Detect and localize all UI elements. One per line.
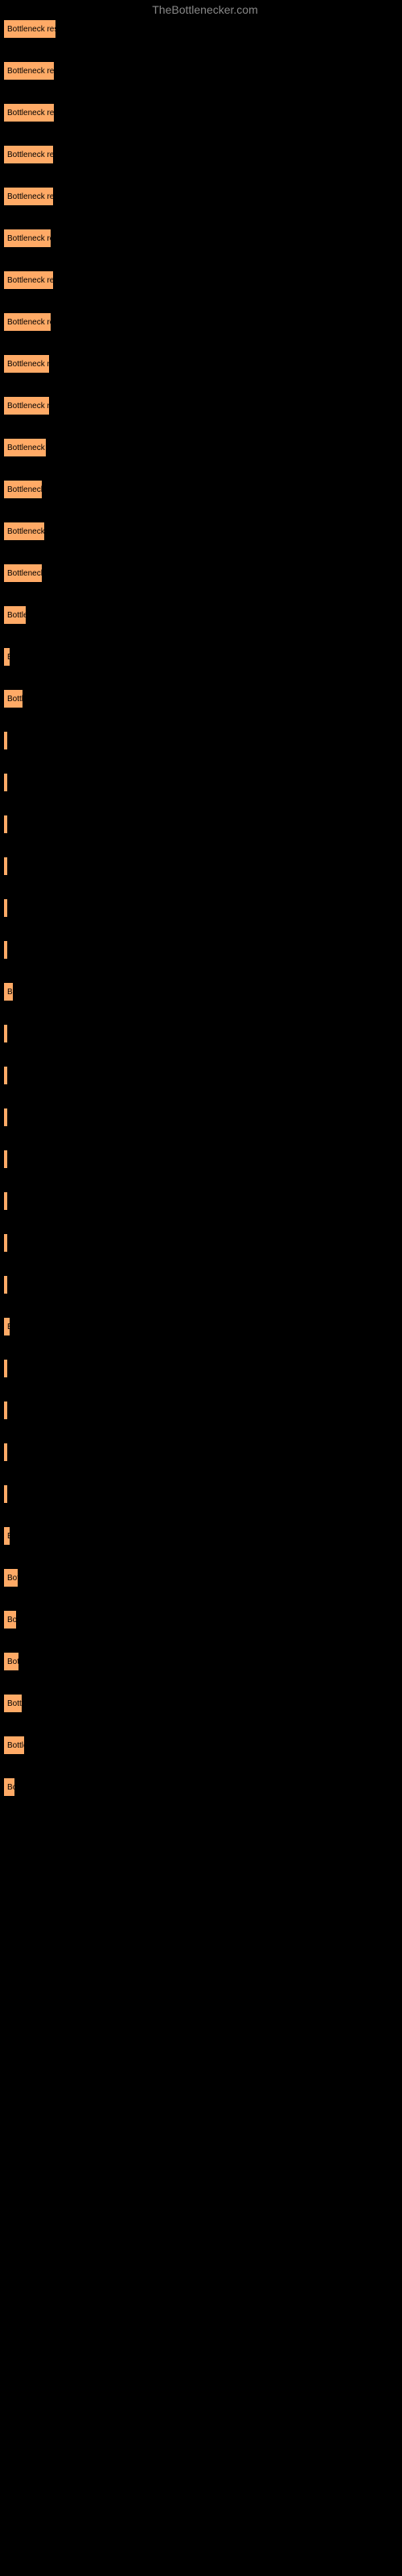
bar-row: Bot	[3, 1652, 399, 1671]
bar-row: Bottle	[3, 1736, 399, 1755]
bar	[3, 1191, 8, 1211]
bar: Bottleneck rest	[3, 103, 55, 122]
bar-row: B	[3, 982, 399, 1001]
bar: Bottleneck rest	[3, 19, 56, 39]
bar: Bottleneck rest	[3, 145, 54, 164]
bar-row: Bot	[3, 1568, 399, 1587]
bar	[3, 857, 8, 876]
bar	[3, 1484, 8, 1504]
bar-row: B	[3, 647, 399, 667]
bar-row: Bottleneck r	[3, 438, 399, 457]
header-text: TheBottlenecker.com	[8, 0, 402, 19]
bar-row	[3, 1108, 399, 1127]
bar: B	[3, 982, 14, 1001]
bar: Bottleneck rest	[3, 270, 54, 290]
bar-row	[3, 1024, 399, 1043]
bar: Bottle	[3, 1736, 25, 1755]
bar	[3, 1233, 8, 1253]
bar: Bottleneck re	[3, 396, 50, 415]
bar	[3, 1108, 8, 1127]
bar-row: Bottleneck	[3, 522, 399, 541]
bar-row	[3, 1150, 399, 1169]
bar: Bottleneck r	[3, 438, 47, 457]
bar: B	[3, 1317, 10, 1336]
bar-row: Bottleneck	[3, 564, 399, 583]
bar-row	[3, 1359, 399, 1378]
bar-row	[3, 773, 399, 792]
bar-row	[3, 1401, 399, 1420]
bar-row	[3, 857, 399, 876]
bar-row: Bottleneck re	[3, 396, 399, 415]
bar-row: Bottleneck rest	[3, 187, 399, 206]
bar-row	[3, 1484, 399, 1504]
bar	[3, 1150, 8, 1169]
bar	[3, 731, 8, 750]
bar: Bot	[3, 1568, 18, 1587]
bar: B	[3, 1526, 10, 1546]
bar-row: Bottleneck re	[3, 354, 399, 374]
bottleneck-chart: Bottleneck rest Bottleneck rest Bottleneck…	[0, 19, 402, 1797]
bar	[3, 773, 8, 792]
bar-row: B	[3, 1526, 399, 1546]
bar	[3, 1066, 8, 1085]
bar: Bottleneck re	[3, 354, 50, 374]
bar: Bottleneck re	[3, 229, 51, 248]
bar-row: Bottl	[3, 689, 399, 708]
bar	[3, 1443, 8, 1462]
bar-row	[3, 1191, 399, 1211]
bar: Bo	[3, 1610, 17, 1629]
bar: Bo	[3, 1777, 15, 1797]
bar-row: B	[3, 1317, 399, 1336]
bar-row	[3, 731, 399, 750]
bar	[3, 815, 8, 834]
bar-row: Bottler	[3, 605, 399, 625]
bar: Bot	[3, 1652, 19, 1671]
bar	[3, 940, 8, 960]
bar: Bottleneck re	[3, 312, 51, 332]
bar: Bott	[3, 1694, 23, 1713]
bar-row: Bottleneck re	[3, 312, 399, 332]
bar-row	[3, 815, 399, 834]
bar-row: Bottleneck rest	[3, 103, 399, 122]
bar-row	[3, 1443, 399, 1462]
bar-row: Bottleneck rest	[3, 270, 399, 290]
bar-row	[3, 1233, 399, 1253]
bar-row	[3, 1275, 399, 1294]
bar-row: Bo	[3, 1610, 399, 1629]
bar	[3, 1359, 8, 1378]
bar-row: Bottleneck rest	[3, 61, 399, 80]
bar	[3, 1401, 8, 1420]
bar: Bottler	[3, 605, 27, 625]
bar	[3, 1275, 8, 1294]
bar-row	[3, 940, 399, 960]
bar-row: Bott	[3, 1694, 399, 1713]
bar: Bottleneck	[3, 480, 43, 499]
bar: Bottleneck	[3, 564, 43, 583]
bar: B	[3, 647, 10, 667]
bar: Bottleneck rest	[3, 61, 55, 80]
bar: Bottl	[3, 689, 23, 708]
bar: Bottleneck rest	[3, 187, 54, 206]
bar-row: Bo	[3, 1777, 399, 1797]
bar-row: Bottleneck rest	[3, 19, 399, 39]
bar-row	[3, 1066, 399, 1085]
bar	[3, 1024, 8, 1043]
bar	[3, 898, 8, 918]
bar: Bottleneck	[3, 522, 45, 541]
bar-row: Bottleneck rest	[3, 145, 399, 164]
bar-row: Bottleneck re	[3, 229, 399, 248]
bar-row	[3, 898, 399, 918]
bar-row: Bottleneck	[3, 480, 399, 499]
